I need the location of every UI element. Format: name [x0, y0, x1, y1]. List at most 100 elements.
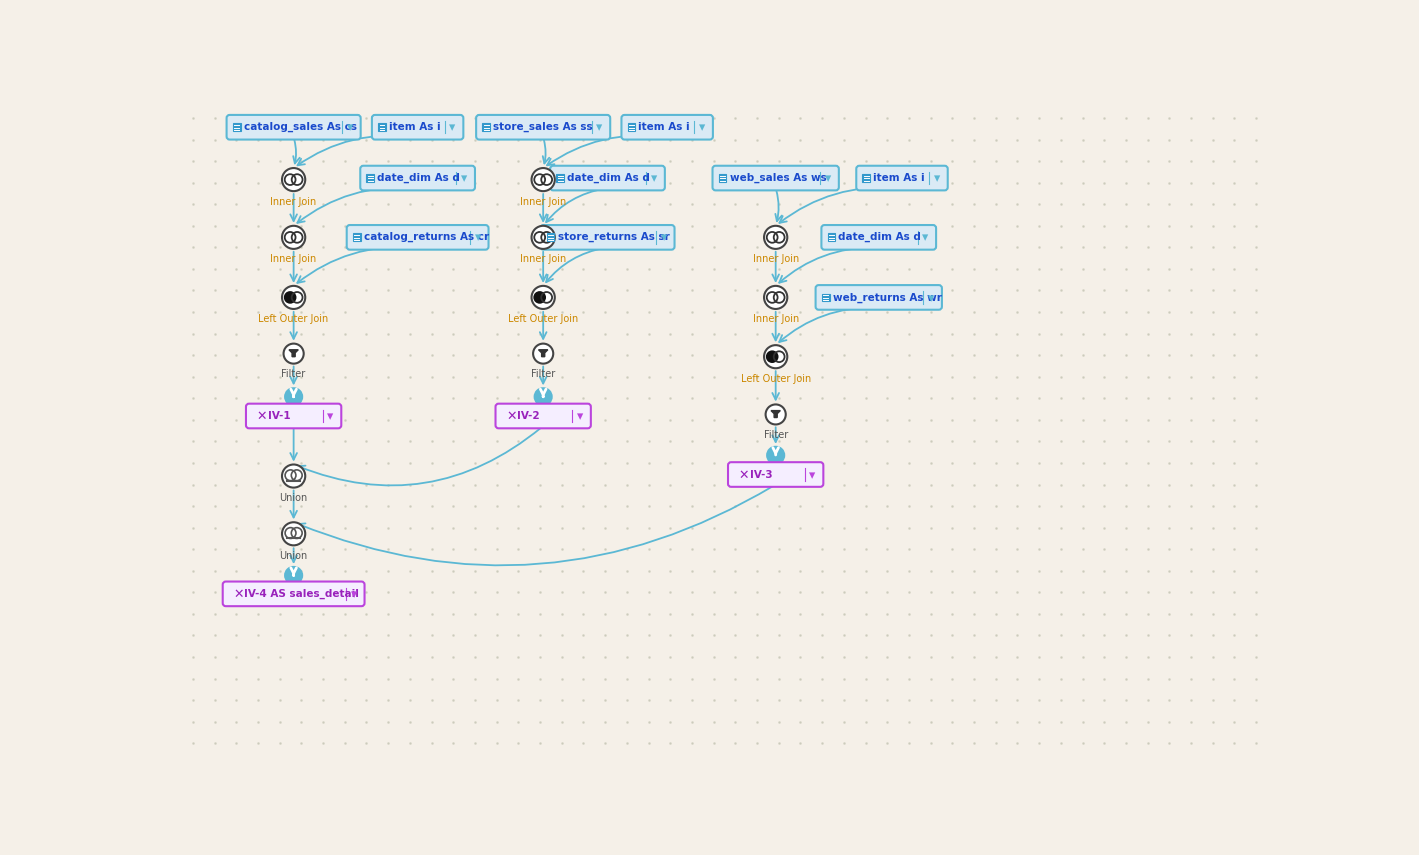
- Text: item As i: item As i: [873, 173, 925, 183]
- FancyBboxPatch shape: [377, 123, 386, 131]
- Text: ▾: ▾: [651, 173, 657, 186]
- Text: Filter: Filter: [763, 430, 788, 439]
- Circle shape: [763, 345, 788, 369]
- Circle shape: [532, 286, 555, 309]
- Polygon shape: [539, 350, 548, 357]
- Text: ✕: ✕: [507, 410, 517, 423]
- Circle shape: [285, 292, 295, 303]
- Text: IV-2: IV-2: [517, 411, 539, 421]
- FancyBboxPatch shape: [712, 166, 839, 191]
- Circle shape: [532, 168, 555, 192]
- Text: Left Outer Join: Left Outer Join: [741, 374, 810, 384]
- FancyBboxPatch shape: [822, 225, 937, 250]
- FancyBboxPatch shape: [863, 174, 870, 182]
- Text: ▾: ▾: [596, 121, 603, 134]
- Text: Left Outer Join: Left Outer Join: [258, 315, 329, 324]
- Text: web_returns As wr: web_returns As wr: [833, 292, 942, 303]
- Circle shape: [282, 522, 305, 545]
- FancyBboxPatch shape: [360, 166, 475, 191]
- Circle shape: [282, 464, 305, 487]
- Text: Inner Join: Inner Join: [752, 315, 799, 324]
- Circle shape: [766, 404, 786, 424]
- Text: ▾: ▾: [928, 292, 934, 304]
- Circle shape: [282, 286, 305, 309]
- Text: ✕: ✕: [257, 410, 267, 423]
- Text: ✕: ✕: [234, 588, 244, 601]
- Text: ▾: ▾: [934, 173, 939, 186]
- Text: Inner Join: Inner Join: [271, 197, 316, 207]
- Text: IV-1: IV-1: [268, 411, 291, 421]
- Text: ▾: ▾: [809, 469, 816, 481]
- Text: store_returns As sr: store_returns As sr: [558, 233, 670, 243]
- Text: Filter: Filter: [281, 369, 305, 379]
- Text: ▾: ▾: [922, 232, 928, 245]
- Text: web_sales As ws: web_sales As ws: [729, 173, 826, 183]
- FancyBboxPatch shape: [346, 225, 488, 250]
- Text: Filter: Filter: [531, 369, 555, 379]
- Circle shape: [534, 344, 553, 363]
- FancyBboxPatch shape: [366, 174, 375, 182]
- Circle shape: [285, 388, 302, 405]
- Text: Union: Union: [280, 551, 308, 561]
- FancyBboxPatch shape: [718, 174, 727, 182]
- FancyBboxPatch shape: [546, 233, 555, 241]
- Text: ▾: ▾: [461, 173, 467, 186]
- Text: ▾: ▾: [661, 232, 667, 245]
- Circle shape: [535, 292, 545, 303]
- Text: ▾: ▾: [578, 410, 583, 423]
- Text: date_dim As d: date_dim As d: [568, 173, 650, 183]
- Text: ▾: ▾: [824, 173, 832, 186]
- Text: item As i: item As i: [389, 122, 440, 133]
- Text: date_dim As d: date_dim As d: [839, 233, 921, 243]
- FancyBboxPatch shape: [245, 404, 342, 428]
- FancyBboxPatch shape: [353, 233, 360, 241]
- Circle shape: [284, 344, 304, 363]
- FancyBboxPatch shape: [822, 293, 830, 301]
- Text: ▾: ▾: [350, 588, 356, 601]
- Text: Inner Join: Inner Join: [519, 254, 566, 264]
- FancyBboxPatch shape: [495, 404, 590, 428]
- Text: Inner Join: Inner Join: [752, 254, 799, 264]
- Text: Inner Join: Inner Join: [519, 197, 566, 207]
- Text: ▾: ▾: [346, 121, 353, 134]
- FancyBboxPatch shape: [551, 166, 666, 191]
- Text: Union: Union: [280, 493, 308, 503]
- FancyBboxPatch shape: [482, 123, 490, 131]
- FancyBboxPatch shape: [856, 166, 948, 191]
- Circle shape: [285, 567, 302, 584]
- Text: store_sales As ss: store_sales As ss: [494, 122, 593, 133]
- FancyBboxPatch shape: [728, 463, 823, 486]
- Circle shape: [282, 168, 305, 192]
- Text: ▾: ▾: [328, 410, 333, 423]
- Text: IV-4 AS sales_detail: IV-4 AS sales_detail: [244, 589, 359, 599]
- FancyBboxPatch shape: [827, 233, 836, 241]
- Text: ▾: ▾: [450, 121, 455, 134]
- Text: Inner Join: Inner Join: [271, 254, 316, 264]
- Text: ✕: ✕: [739, 469, 749, 481]
- FancyBboxPatch shape: [223, 581, 365, 606]
- Circle shape: [282, 226, 305, 249]
- Text: catalog_sales As cs: catalog_sales As cs: [244, 122, 356, 133]
- Circle shape: [763, 286, 788, 309]
- Text: Left Outer Join: Left Outer Join: [508, 315, 579, 324]
- Polygon shape: [289, 350, 298, 357]
- FancyBboxPatch shape: [372, 115, 464, 139]
- FancyBboxPatch shape: [477, 115, 610, 139]
- Circle shape: [532, 226, 555, 249]
- FancyBboxPatch shape: [541, 225, 674, 250]
- Circle shape: [768, 447, 785, 463]
- FancyBboxPatch shape: [233, 123, 241, 131]
- Polygon shape: [771, 410, 780, 417]
- Text: ▾: ▾: [474, 232, 481, 245]
- Text: item As i: item As i: [639, 122, 690, 133]
- FancyBboxPatch shape: [227, 115, 360, 139]
- FancyBboxPatch shape: [816, 285, 942, 310]
- Circle shape: [763, 226, 788, 249]
- Text: date_dim As d: date_dim As d: [377, 173, 460, 183]
- Text: IV-3: IV-3: [749, 469, 772, 480]
- Circle shape: [535, 388, 552, 405]
- Circle shape: [766, 351, 778, 362]
- Text: catalog_returns As cr: catalog_returns As cr: [363, 233, 490, 243]
- Text: ▾: ▾: [700, 121, 705, 134]
- FancyBboxPatch shape: [622, 115, 712, 139]
